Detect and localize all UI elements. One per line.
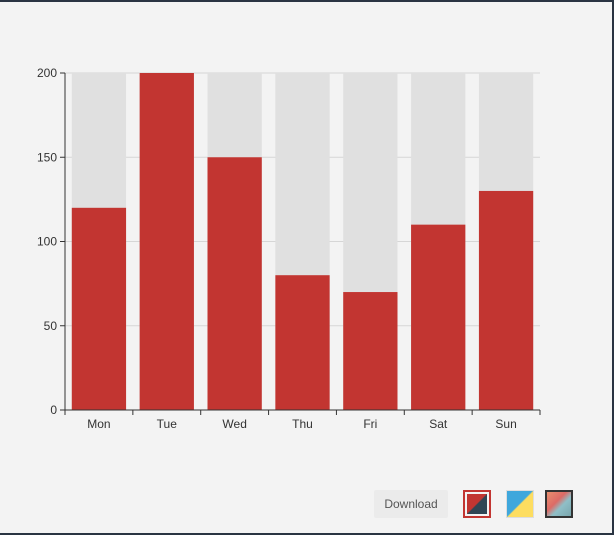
x-tick-label: Tue: [157, 417, 178, 431]
download-button[interactable]: Download: [374, 490, 448, 518]
theme-swatch-blue-yellow[interactable]: [506, 490, 534, 518]
axes: [60, 72, 541, 415]
x-tick-label: Fri: [363, 417, 377, 431]
y-tick-label: 0: [50, 403, 57, 417]
y-tick-label: 150: [37, 150, 57, 164]
x-tick-label: Wed: [222, 417, 246, 431]
theme-swatch-fill: [507, 491, 533, 517]
bar-tue: [139, 73, 194, 410]
window-bottom-border: [0, 533, 614, 535]
bar-wed: [207, 157, 262, 410]
theme-swatch-fill: [547, 492, 571, 516]
x-tick-label: Thu: [292, 417, 313, 431]
bar-chart: 0 50 100 150 200 Mon Tue Wed Thu Fri Sat Sun: [37, 66, 541, 431]
y-tick-label: 50: [44, 319, 58, 333]
y-tick-label: 200: [37, 66, 57, 80]
window-top-border: [0, 0, 614, 2]
bar-thu: [275, 275, 330, 410]
bar-mon: [71, 207, 127, 410]
x-tick-labels: Mon Tue Wed Thu Fri Sat Sun: [87, 417, 516, 431]
bar-sat: [411, 224, 466, 410]
bar-fri: [343, 292, 398, 410]
x-tick-label: Sun: [495, 417, 516, 431]
y-tick-labels: 0 50 100 150 200: [37, 66, 57, 417]
data-bars: [71, 73, 534, 410]
theme-swatch-red-dark[interactable]: [463, 490, 491, 518]
x-tick-label: Mon: [87, 417, 110, 431]
y-tick-label: 100: [37, 235, 57, 249]
theme-swatch-fill: [467, 494, 487, 514]
x-tick-label: Sat: [429, 417, 448, 431]
window-right-border: [612, 0, 614, 535]
theme-swatch-salmon-teal[interactable]: [545, 490, 573, 518]
bar-sun: [478, 190, 534, 410]
